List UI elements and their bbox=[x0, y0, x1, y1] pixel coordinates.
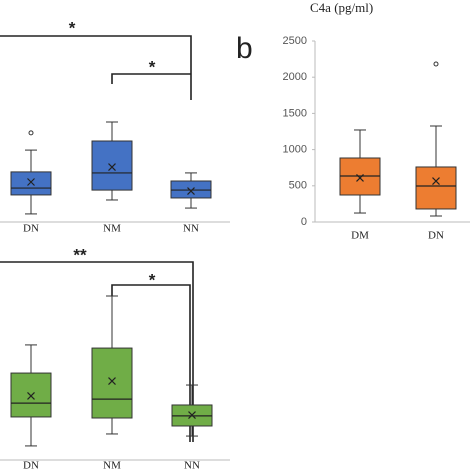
y-tick-label: 2500 bbox=[283, 35, 307, 47]
mean-marker bbox=[188, 411, 196, 419]
box bbox=[10, 171, 52, 196]
x-tick-label: NN bbox=[184, 460, 200, 472]
x-tick-label: NM bbox=[103, 223, 121, 235]
y-tick-label: 500 bbox=[289, 180, 307, 192]
mean-marker bbox=[432, 177, 440, 185]
significance: * bbox=[69, 18, 76, 37]
y-tick-label: 0 bbox=[301, 216, 307, 228]
bracket bbox=[111, 73, 191, 84]
x-tick-label: DN bbox=[428, 230, 444, 242]
x-tick-label: DN bbox=[23, 223, 39, 235]
mean-marker bbox=[108, 377, 116, 385]
y-tick-label: 2000 bbox=[283, 71, 307, 83]
axis-title: C4a (pg/ml) bbox=[310, 0, 373, 15]
bracket bbox=[111, 284, 191, 442]
x-tick-label: DM bbox=[351, 230, 369, 242]
y-tick-label: 1000 bbox=[283, 144, 307, 156]
significance: * bbox=[149, 57, 156, 76]
x-tick-label: NN bbox=[183, 223, 199, 235]
significance-brackets bbox=[0, 35, 194, 442]
mean-marker bbox=[187, 187, 195, 196]
x-tick-label: DN bbox=[23, 460, 39, 472]
outlier bbox=[433, 61, 439, 67]
panel-label: b bbox=[236, 32, 253, 65]
box bbox=[415, 166, 457, 210]
box bbox=[10, 372, 52, 418]
y-tick-label: 1500 bbox=[283, 107, 307, 119]
bracket bbox=[0, 35, 192, 100]
mean-marker bbox=[27, 392, 35, 400]
mean-marker bbox=[27, 178, 35, 186]
x-tick-label: NM bbox=[103, 460, 121, 472]
mean-marker bbox=[356, 174, 364, 182]
significance: ** bbox=[73, 245, 87, 264]
outlier bbox=[28, 130, 34, 136]
box bbox=[170, 180, 212, 199]
bracket bbox=[0, 261, 194, 442]
mean-marker bbox=[108, 163, 116, 171]
box bbox=[91, 140, 133, 191]
significance: * bbox=[149, 270, 156, 289]
box bbox=[91, 347, 133, 419]
